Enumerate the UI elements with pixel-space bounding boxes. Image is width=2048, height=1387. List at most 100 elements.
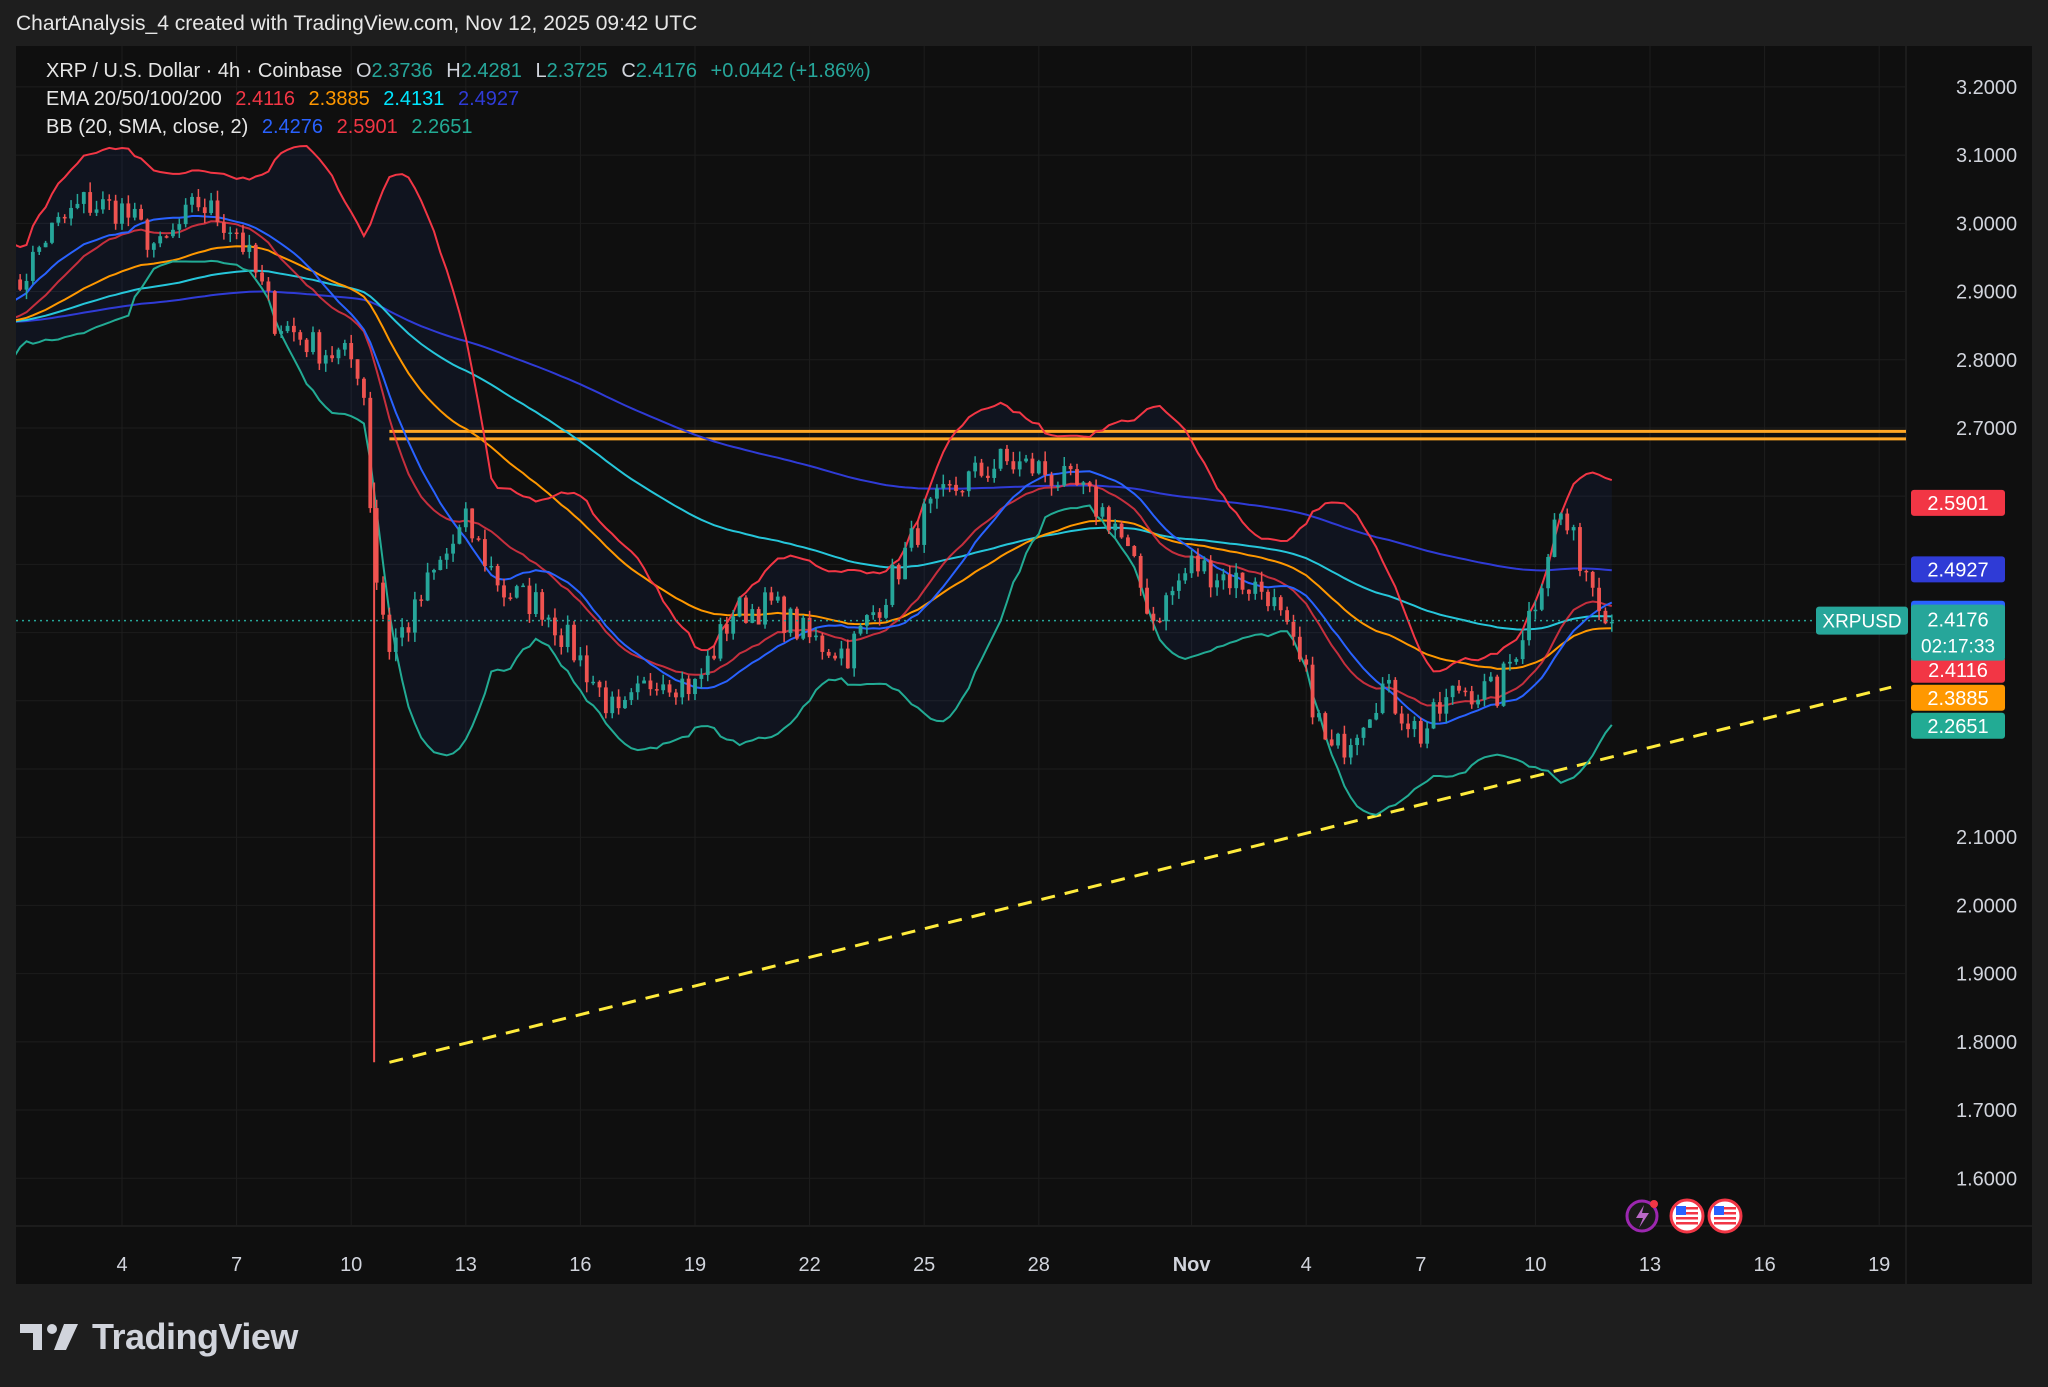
candle-body (960, 490, 965, 493)
candle-body (973, 462, 978, 472)
tradingview-footer[interactable]: TradingView (20, 1312, 298, 1362)
candle-body (1138, 555, 1143, 588)
x-tick-label: 28 (1028, 1254, 1050, 1276)
candle-body (158, 236, 163, 244)
candle-body (412, 599, 417, 633)
candle-body (1603, 610, 1608, 624)
candle-body (533, 592, 538, 615)
candle-body (508, 597, 513, 599)
x-tick-label: 10 (340, 1254, 362, 1276)
candle-body (362, 378, 366, 398)
y-tick-label: 2.7000 (1956, 418, 2017, 440)
candle-body (1157, 620, 1162, 623)
candle-body (807, 617, 812, 638)
candle-body (744, 597, 748, 623)
price-label-text: 2.3885 (1927, 688, 1988, 710)
tradingview-logo-icon (20, 1324, 78, 1350)
candle-body (941, 484, 946, 489)
candle-body (1055, 485, 1060, 488)
candle-body (1342, 733, 1347, 758)
candle-body (202, 207, 207, 214)
candle-body (642, 680, 646, 684)
candle-body (120, 203, 124, 224)
candle-body (1215, 580, 1219, 588)
candle-body (1017, 461, 1022, 470)
candle-body (1457, 685, 1461, 691)
candle-body (18, 279, 23, 290)
candle-body (667, 684, 672, 693)
price-chart[interactable]: 3.2000 3.1000 3.0000 2.9000 2.8000 2.7000 2.10… (16, 46, 2032, 1284)
candle-body (374, 508, 379, 583)
candle-body (623, 699, 627, 709)
candle-body (1482, 681, 1487, 700)
candle-body (132, 208, 137, 218)
candle-body (62, 216, 67, 219)
candle-body (444, 553, 449, 560)
candle-body (565, 624, 570, 647)
candle-body (909, 528, 914, 548)
candle-body (756, 609, 761, 625)
candle-body (139, 208, 144, 220)
candle-body (1145, 587, 1149, 614)
high-value: H2.4281 (446, 60, 522, 82)
last-price-badge (1911, 604, 2005, 661)
candle-body (393, 637, 398, 652)
candle-body (1597, 587, 1601, 611)
x-tick-label: 19 (1868, 1254, 1890, 1276)
candle-body (1336, 733, 1340, 746)
ohlc-legend: XRP / U.S. Dollar · 4h · Coinbase O2.373… (46, 60, 879, 83)
candle-body (1565, 513, 1570, 531)
bar-countdown-text: 02:17:33 (1921, 637, 1995, 658)
symbol-title[interactable]: XRP / U.S. Dollar · 4h · Coinbase (46, 60, 343, 82)
candle-body (291, 325, 296, 333)
y-tick-label: 2.9000 (1956, 282, 2017, 304)
candle-body (591, 681, 596, 684)
us-flag-event-icon[interactable] (1669, 1198, 1705, 1234)
candle-body (839, 648, 844, 659)
candle-body (1126, 537, 1130, 547)
x-tick-label: 7 (1415, 1254, 1426, 1276)
bb-legend[interactable]: BB (20, SMA, close, 2) 2.4276 2.5901 2.2… (46, 116, 481, 139)
candle-body (794, 608, 799, 639)
candle-body (1558, 513, 1563, 520)
x-tick-label: Nov (1173, 1254, 1212, 1276)
y-tick-label: 3.0000 (1956, 213, 2017, 235)
x-tick-label: 13 (1639, 1254, 1661, 1276)
candle-body (1189, 555, 1194, 574)
candle-body (864, 615, 869, 626)
candle-body (1412, 720, 1417, 730)
candle-body (858, 625, 863, 634)
candle-body (896, 564, 901, 580)
us-flag-event-icon[interactable] (1707, 1198, 1743, 1234)
candle-body (680, 678, 685, 698)
chart-frame: 3.2000 3.1000 3.0000 2.9000 2.8000 2.7000 2.10… (16, 46, 2032, 1284)
ema-legend[interactable]: EMA 20/50/100/200 2.4116 2.3885 2.4131 2… (46, 88, 527, 111)
candle-body (196, 196, 201, 208)
candle-body (1246, 589, 1251, 594)
candle-body (954, 484, 958, 491)
candle-body (877, 612, 882, 618)
candle-body (266, 281, 271, 292)
plot-background (16, 46, 2032, 1284)
candle-body (298, 332, 303, 340)
candle-body (1259, 581, 1264, 592)
x-tick-label: 16 (569, 1254, 591, 1276)
candle-body (1418, 720, 1423, 744)
candle-body (1469, 691, 1474, 705)
candle-body (228, 232, 233, 235)
candle-body (113, 200, 118, 224)
y-tick-label: 1.9000 (1956, 964, 2017, 986)
candle-body (75, 203, 80, 208)
candle-body (1374, 712, 1379, 720)
candle-body (1431, 702, 1436, 729)
flash-event-icon[interactable] (1625, 1199, 1659, 1233)
candle-body (648, 680, 653, 690)
ascending-trendline[interactable] (389, 685, 1892, 1064)
candle-body (782, 596, 787, 634)
candle-body (1253, 581, 1258, 594)
symbol-tag[interactable] (1816, 606, 1908, 635)
candle-body (1488, 676, 1493, 682)
y-tick-label: 3.2000 (1956, 77, 2017, 99)
price-label-text: 2.2651 (1927, 716, 1988, 738)
y-tick-label: 2.1000 (1956, 827, 2017, 849)
